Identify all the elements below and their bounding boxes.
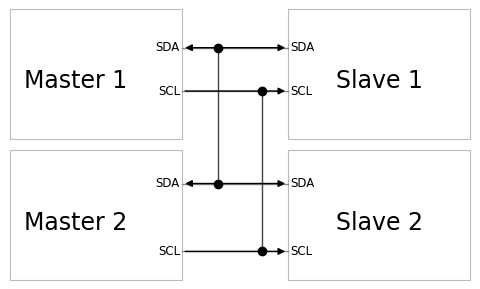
Text: Slave 2: Slave 2	[336, 210, 423, 235]
Text: Master 2: Master 2	[24, 210, 127, 235]
Text: Master 1: Master 1	[24, 69, 127, 93]
Text: SDA: SDA	[290, 41, 315, 54]
Text: SCL: SCL	[290, 85, 312, 97]
Text: SDA: SDA	[156, 177, 180, 190]
Text: Slave 1: Slave 1	[336, 69, 423, 93]
Text: SCL: SCL	[158, 85, 180, 97]
Text: SCL: SCL	[290, 245, 312, 258]
Text: SDA: SDA	[156, 41, 180, 54]
FancyBboxPatch shape	[10, 150, 182, 280]
FancyBboxPatch shape	[10, 9, 182, 139]
FancyBboxPatch shape	[288, 9, 470, 139]
Text: SDA: SDA	[290, 177, 315, 190]
Text: SCL: SCL	[158, 245, 180, 258]
FancyBboxPatch shape	[288, 150, 470, 280]
